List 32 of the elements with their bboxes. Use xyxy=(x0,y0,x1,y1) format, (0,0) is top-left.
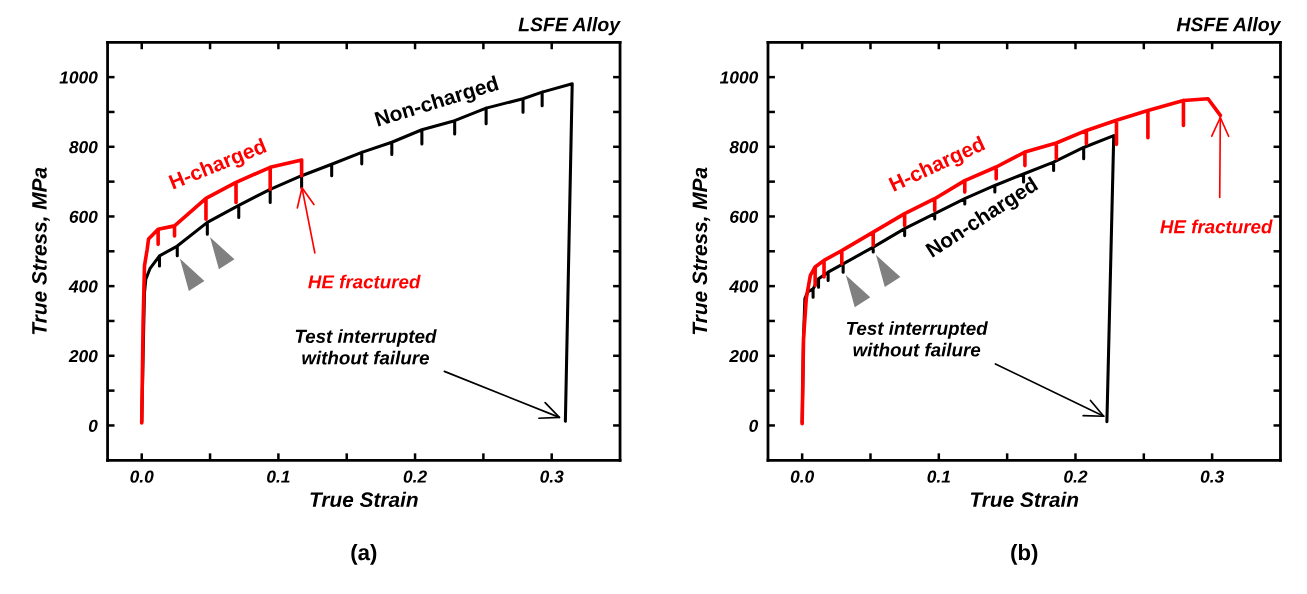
chart-title: HSFE Alloy xyxy=(1176,17,1282,36)
annotation: HE fractured xyxy=(308,274,421,289)
y-tick-label: 1000 xyxy=(719,71,759,84)
y-tick-label: 600 xyxy=(69,210,98,223)
y-tick-label: 0 xyxy=(88,419,98,432)
y-tick-label: 800 xyxy=(69,140,98,154)
y-tick-label: 800 xyxy=(729,140,759,154)
annotation: Test interrupted without failure xyxy=(846,321,988,357)
x-tick-label: 0.2 xyxy=(1064,470,1088,483)
x-tick-label: 0.3 xyxy=(1200,470,1225,483)
x-axis-title: True Strain xyxy=(310,491,418,508)
y-tick-label: 600 xyxy=(730,210,759,223)
x-tick-label: 0.3 xyxy=(540,470,564,483)
y-tick-label: 200 xyxy=(729,349,759,363)
y-tick-label: 400 xyxy=(729,280,759,293)
y-axis-title: True Stress, MPa xyxy=(32,167,50,335)
chart-title: LSFE Alloy xyxy=(518,17,621,36)
x-tick-label: 0.1 xyxy=(927,470,950,483)
y-axis-title: True Stress, MPa xyxy=(692,167,711,335)
x-tick-label: 0.1 xyxy=(267,470,290,483)
x-tick-label: 0.2 xyxy=(403,470,427,483)
text: (b) xyxy=(1011,543,1038,565)
y-tick-label: 200 xyxy=(68,349,98,363)
x-tick-label: 0.0 xyxy=(130,470,154,483)
x-axis-title: True Strain xyxy=(970,491,1079,508)
y-tick-label: 1000 xyxy=(59,71,98,84)
annotation: Test interrupted without failure xyxy=(295,329,437,365)
y-tick-label: 0 xyxy=(749,419,759,432)
annotation: HE fractured xyxy=(1160,219,1273,234)
x-tick-label: 0.0 xyxy=(790,470,815,483)
text: (a) xyxy=(351,543,377,565)
y-tick-label: 400 xyxy=(68,280,98,293)
